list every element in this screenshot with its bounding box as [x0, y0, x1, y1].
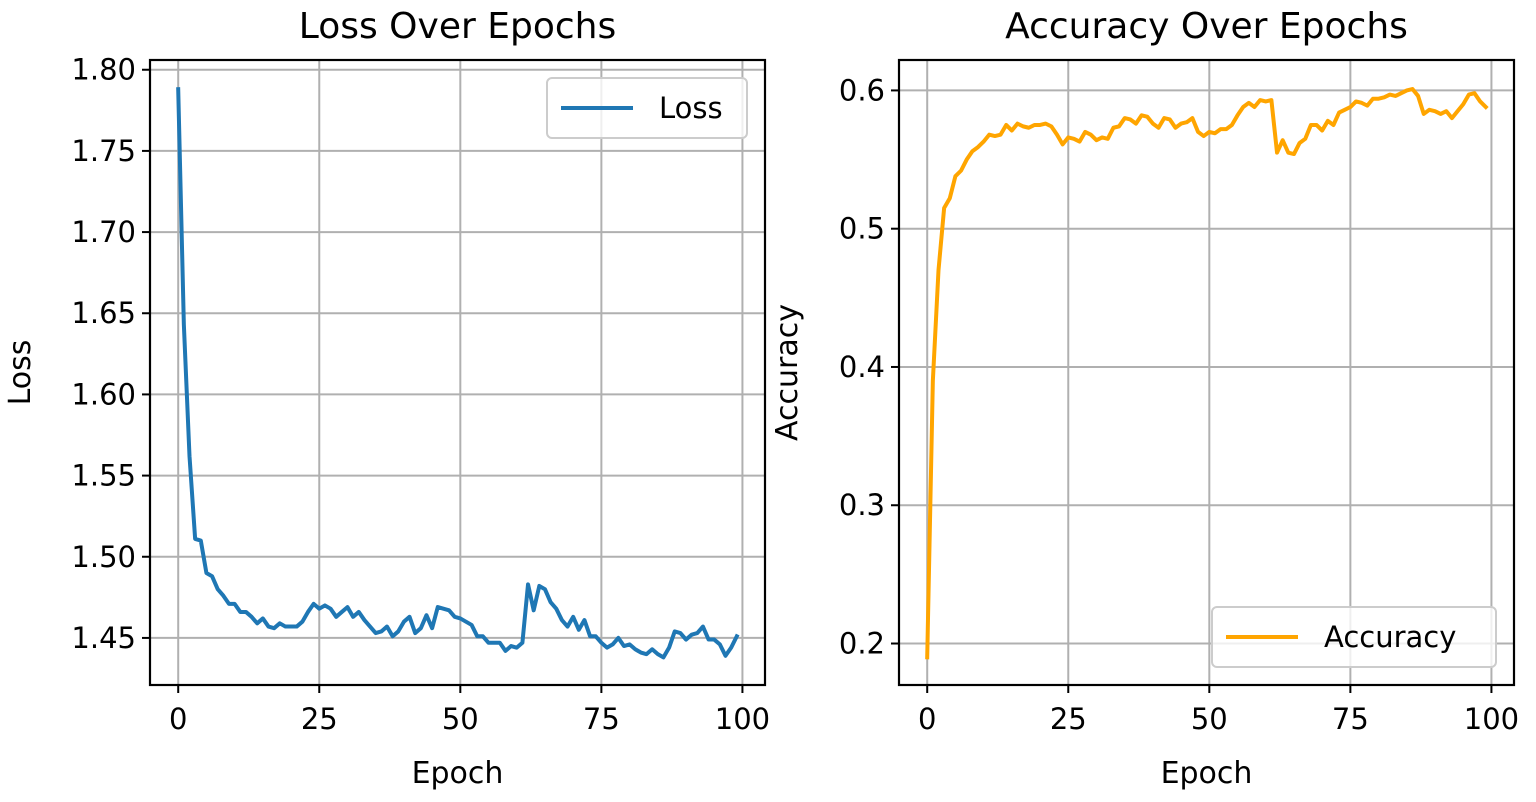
loss-chart: 0 25 50 75 100 1.45 1.50 1.55 1.60 1.65 1.70 1.75 1.…: [3, 6, 770, 791]
x-tick-label: 100: [715, 702, 770, 736]
x-tick-label: 50: [1191, 702, 1228, 736]
legend: Loss: [546, 77, 748, 139]
legend-box: [546, 77, 748, 139]
chart-title: Accuracy Over Epochs: [1005, 6, 1408, 47]
x-tick-label: 75: [1332, 702, 1369, 736]
legend: Accuracy: [1211, 606, 1497, 668]
y-tick-label: 1.75: [71, 134, 136, 168]
y-axis-label: Accuracy: [770, 304, 805, 441]
x-axis-label: Epoch: [412, 756, 504, 791]
series-line-loss: [176, 87, 740, 660]
y-tick-label: 1.45: [71, 621, 136, 655]
y-tick-label: 0.6: [839, 73, 885, 107]
x-tick-label: 25: [301, 702, 338, 736]
x-tick-label: 75: [583, 702, 620, 736]
y-axis-label: Loss: [3, 340, 38, 406]
x-tick-label: 25: [1050, 702, 1087, 736]
y-tick-label: 1.55: [71, 459, 136, 493]
x-tick-label: 50: [442, 702, 479, 736]
legend-label: Accuracy: [1324, 620, 1456, 654]
chart-title: Loss Over Epochs: [299, 6, 616, 47]
y-tick-label: 0.4: [839, 350, 885, 384]
x-axis-label: Epoch: [1161, 756, 1253, 791]
axes-frame: [148, 58, 767, 687]
y-tick-label: 1.50: [71, 540, 136, 574]
accuracy-chart: 0 25 50 75 100 0.2 0.3 0.4 0.5 0.6 Accuracy Over E…: [770, 6, 1519, 791]
x-tick-label: 100: [1464, 702, 1519, 736]
series-line-accuracy: [925, 87, 1489, 660]
y-tick-label: 1.80: [71, 53, 136, 87]
y-tick-label: 0.2: [839, 627, 885, 661]
y-tick-label: 1.70: [71, 215, 136, 249]
y-tick-label: 1.60: [71, 377, 136, 411]
axes-frame: [897, 58, 1516, 687]
x-tick-label: 0: [918, 702, 936, 736]
y-tick-label: 1.65: [71, 296, 136, 330]
y-tick-label: 0.5: [839, 212, 885, 246]
y-tick-label: 0.3: [839, 488, 885, 522]
x-tick-label: 0: [169, 702, 187, 736]
legend-label: Loss: [659, 91, 723, 125]
legend-box: [1211, 606, 1497, 668]
